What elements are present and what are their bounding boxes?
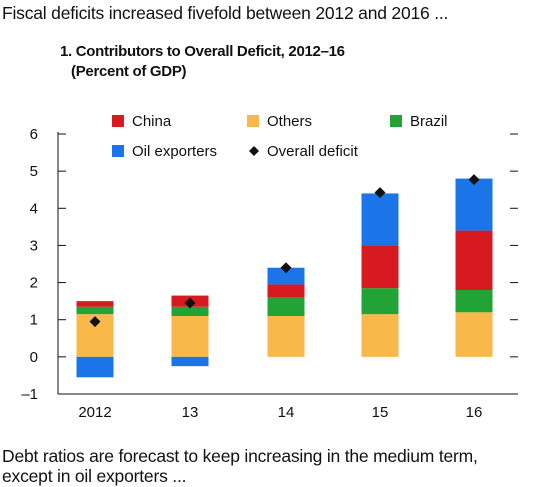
legend-marker-overall-deficit [249, 146, 259, 156]
legend-swatch-oil-exporters [112, 145, 124, 157]
bar-others [267, 316, 305, 357]
bar-oil-exporters [455, 178, 493, 231]
bar-china [361, 245, 399, 289]
overall-deficit-marker [374, 187, 386, 199]
y-tick-label: –1 [21, 386, 38, 403]
bar-brazil [171, 306, 209, 316]
x-tick-label: 2012 [78, 404, 111, 421]
chart-title-block: 1. Contributors to Overall Deficit, 2012… [60, 42, 345, 82]
chart-title: 1. Contributors to Overall Deficit, 2012… [60, 43, 345, 60]
outro-text: Debt ratios are forecast to keep increas… [2, 446, 478, 486]
stacked-bar-chart: –1 0 1 2 3 4 5 6 2012 13 14 15 16 China Others Brazil Oi… [21, 113, 518, 421]
bar-china [455, 230, 493, 290]
legend-swatch-others [247, 115, 259, 127]
overall-deficit-marker [89, 316, 101, 328]
intro-text: Fiscal deficits increased fivefold betwe… [2, 3, 449, 23]
bar-brazil [76, 306, 114, 315]
x-tick-label: 14 [278, 404, 295, 421]
y-tick-label: 5 [30, 163, 38, 180]
legend-swatch-china [112, 115, 124, 127]
legend-label-oil-exporters: Oil exporters [132, 143, 217, 160]
overall-deficit-marker [468, 174, 480, 186]
legend-label-brazil: Brazil [410, 113, 448, 130]
bar-others [455, 312, 493, 357]
bar-oil-exporters [267, 267, 305, 285]
y-tick-label: 6 [30, 126, 38, 143]
y-tick-label: 0 [30, 349, 38, 366]
y-tick-label: 4 [30, 200, 38, 217]
x-tick-label: 15 [372, 404, 389, 421]
legend-swatch-brazil [390, 115, 402, 127]
y-tick-label: 1 [30, 312, 38, 329]
bar-brazil [361, 288, 399, 315]
bar-oil-exporters [361, 193, 399, 246]
chart-subtitle: (Percent of GDP) [71, 63, 187, 80]
x-tick-label: 16 [466, 404, 483, 421]
bar-others [361, 314, 399, 357]
bar-oil-exporters [171, 356, 209, 367]
legend-label-others: Others [267, 113, 312, 130]
y-tick-label: 3 [30, 237, 38, 254]
overall-deficit-marker [280, 262, 292, 274]
overall-deficit-marker [184, 297, 196, 309]
bar-brazil [267, 297, 305, 316]
legend-label-china: China [132, 113, 172, 130]
x-tick-label: 13 [182, 404, 199, 421]
bar-china [267, 284, 305, 298]
bar-brazil [455, 290, 493, 313]
bar-china [76, 301, 114, 307]
bar-others [171, 316, 209, 357]
legend-label-overall-deficit: Overall deficit [267, 143, 359, 160]
bar-oil-exporters [76, 356, 114, 378]
y-tick-label: 2 [30, 275, 38, 292]
